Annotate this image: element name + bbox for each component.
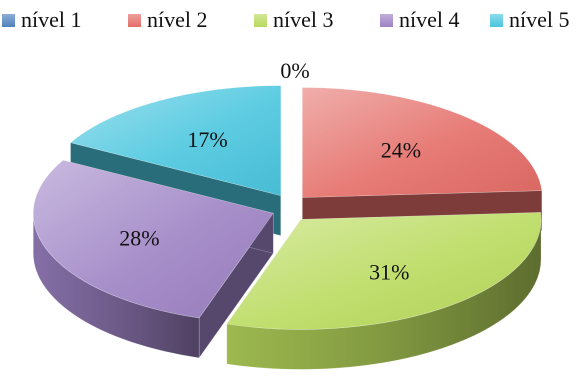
legend-swatch-4 [380, 13, 393, 27]
chart-legend: nível 1 nível 2 nível 3 nível 4 nível 5 [0, 0, 588, 40]
legend-item-3: nível 3 [254, 7, 334, 33]
pie-slice-5-top [69, 85, 282, 196]
data-label-2: 24% [381, 137, 421, 162]
legend-item-5: nível 5 [490, 7, 570, 33]
data-label-3: 31% [369, 260, 409, 285]
legend-item-4: nível 4 [380, 7, 460, 33]
pie-slice-3-top [226, 212, 542, 330]
data-label-1: 0% [280, 58, 309, 83]
pie-slice-4-top [33, 159, 274, 319]
legend-label-2: nível 2 [147, 7, 208, 32]
legend-swatch-5 [490, 13, 503, 27]
legend-item-2: nível 2 [128, 7, 208, 33]
data-label-4: 28% [119, 226, 159, 251]
data-label-5: 17% [187, 127, 227, 152]
pie-slice-3 [226, 212, 542, 370]
legend-swatch-3 [254, 13, 267, 27]
pie-slice-2-top [302, 87, 543, 198]
legend-label-4: nível 4 [399, 7, 460, 32]
legend-label-3: nível 3 [273, 7, 334, 32]
legend-item-1: nível 1 [2, 7, 82, 33]
legend-label-1: nível 1 [21, 7, 82, 32]
legend-swatch-1 [2, 13, 15, 27]
legend-swatch-2 [128, 13, 141, 27]
legend-label-5: nível 5 [509, 7, 570, 32]
pie-slice-4 [32, 159, 274, 359]
